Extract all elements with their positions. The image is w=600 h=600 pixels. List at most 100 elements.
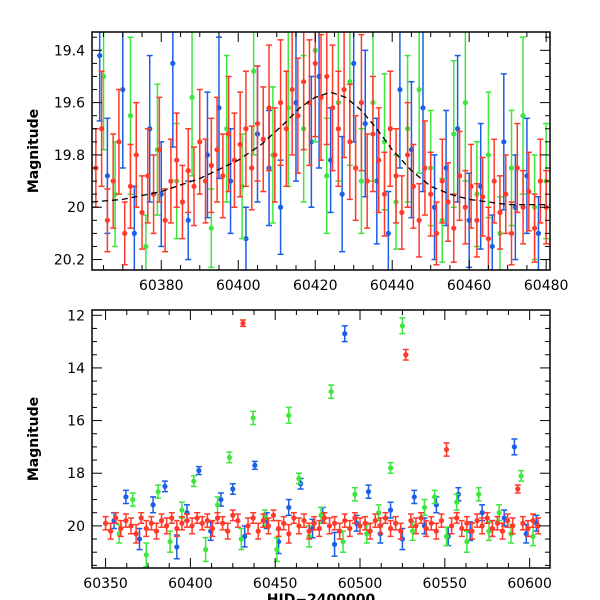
- data-point: [179, 199, 186, 205]
- data-point: [321, 515, 327, 521]
- data-point: [122, 230, 128, 236]
- data-point: [254, 120, 261, 127]
- data-point: [520, 204, 526, 210]
- data-point: [342, 518, 348, 524]
- data-point: [397, 86, 403, 93]
- data-point: [277, 204, 284, 210]
- data-point: [520, 113, 526, 119]
- data-point: [326, 523, 333, 529]
- data-point: [387, 525, 394, 532]
- data-point: [479, 510, 485, 516]
- data-point: [408, 518, 414, 524]
- data-point: [225, 528, 231, 534]
- data-point: [364, 178, 370, 184]
- data-point: [203, 546, 209, 553]
- plot-area: [92, 32, 550, 270]
- data-point: [511, 444, 517, 450]
- y-tick-label: 20.2: [54, 253, 85, 269]
- data-point: [324, 73, 330, 80]
- data-point: [324, 173, 330, 179]
- data-point: [496, 510, 502, 516]
- data-point: [214, 502, 221, 508]
- data-point: [169, 515, 175, 521]
- data-point: [318, 94, 324, 100]
- data-point: [108, 528, 114, 534]
- data-point: [367, 528, 373, 534]
- data-point: [272, 152, 278, 158]
- y-tick-label: 20: [67, 200, 85, 216]
- data-point: [403, 352, 409, 358]
- x-tick-label: 60400: [168, 576, 213, 592]
- data-point: [214, 515, 221, 521]
- data-point: [508, 165, 515, 171]
- y-tick-label: 18: [67, 466, 85, 482]
- data-point: [335, 126, 341, 132]
- plot-frame: [91, 309, 551, 569]
- data-point: [413, 523, 419, 529]
- data-point: [191, 183, 197, 189]
- data-point: [347, 139, 353, 145]
- data-point: [104, 217, 110, 223]
- data-point: [139, 209, 145, 216]
- data-point: [104, 173, 110, 179]
- data-point: [179, 520, 185, 526]
- data-point: [220, 520, 226, 526]
- data-point: [245, 523, 251, 529]
- series-2: [92, 32, 550, 270]
- data-point: [289, 86, 295, 93]
- data-point: [410, 183, 416, 189]
- data-point: [274, 546, 280, 553]
- y-tick-label: 20: [67, 519, 85, 535]
- data-point: [127, 113, 134, 119]
- data-point: [328, 389, 334, 395]
- data-point: [535, 523, 541, 529]
- data-point: [189, 523, 195, 529]
- x-tick-label: 60450: [253, 576, 298, 592]
- data-point: [449, 523, 455, 529]
- data-point: [340, 539, 346, 545]
- data-point: [296, 523, 302, 529]
- data-point: [484, 515, 490, 521]
- data-point: [351, 60, 357, 66]
- data-point: [501, 139, 507, 145]
- data-point: [130, 496, 136, 503]
- data-point: [143, 243, 149, 250]
- x-tick-label: 60550: [423, 576, 468, 592]
- data-point: [168, 178, 174, 184]
- data-point: [337, 528, 343, 534]
- data-point: [281, 520, 287, 526]
- x-tick-label: 60420: [293, 278, 338, 294]
- data-point: [260, 518, 266, 524]
- data-point: [428, 191, 434, 197]
- data-point: [416, 86, 422, 93]
- data-point: [387, 507, 394, 513]
- data-point: [311, 520, 317, 526]
- data-point: [156, 147, 162, 153]
- data-point: [411, 494, 417, 500]
- data-point: [231, 157, 238, 163]
- data-point: [250, 515, 256, 521]
- data-point: [250, 415, 256, 421]
- data-point: [456, 173, 463, 179]
- data-point: [428, 520, 434, 526]
- data-point: [162, 483, 168, 489]
- data-point: [432, 494, 438, 500]
- data-point: [342, 331, 348, 337]
- data-point: [306, 528, 312, 534]
- x-tick-label: 60380: [139, 278, 184, 294]
- data-point: [518, 473, 524, 479]
- data-point: [153, 528, 160, 534]
- data-point: [329, 105, 336, 111]
- y-tick-label: 12: [67, 308, 85, 324]
- data-point: [220, 173, 226, 179]
- data-point: [462, 100, 468, 106]
- data-point: [189, 94, 195, 100]
- x-tick-label: 60350: [83, 576, 128, 592]
- data-point: [420, 105, 426, 111]
- data-point: [143, 525, 149, 532]
- data-point: [352, 515, 358, 521]
- data-point: [179, 507, 185, 513]
- data-point: [123, 494, 129, 500]
- data-point: [393, 520, 399, 526]
